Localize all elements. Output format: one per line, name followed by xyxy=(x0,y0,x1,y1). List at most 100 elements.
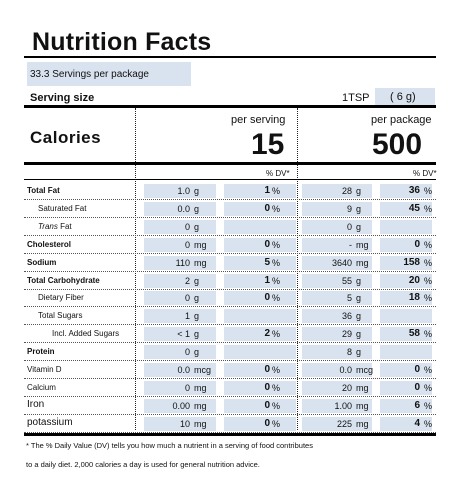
serving-percent-sign: % xyxy=(272,329,281,340)
package-daily-value: 18 xyxy=(408,292,420,304)
serving-amount: 110 xyxy=(175,257,190,268)
package-amount: 0.0 xyxy=(339,365,352,375)
package-percent-sign: % xyxy=(424,400,433,411)
value-cell-background xyxy=(380,219,432,234)
row-divider xyxy=(24,288,436,290)
value-cell-background xyxy=(224,345,296,360)
serving-unit: mg xyxy=(194,418,207,429)
column-divider-right xyxy=(297,108,298,430)
value-cell-background xyxy=(302,219,372,234)
package-unit: mg xyxy=(356,239,369,250)
label-title: Nutrition Facts xyxy=(32,28,212,56)
row-divider xyxy=(24,395,436,397)
package-percent-sign: % xyxy=(424,365,433,375)
serving-daily-value: 1 xyxy=(264,274,270,286)
nutrient-row: Total Carbohydrate 2 g 1% 55 g 20% xyxy=(24,272,436,290)
serving-percent-sign: % xyxy=(272,257,281,268)
package-daily-value: 36 xyxy=(408,185,420,196)
serving-amount: 0.0 xyxy=(177,203,190,214)
nutrient-name: Total Carbohydrate xyxy=(27,275,100,285)
row-divider xyxy=(24,252,436,254)
value-cell-background xyxy=(144,380,216,395)
nutrient-row: Trans Fat 0 g 0 g xyxy=(24,218,436,236)
value-cell-background xyxy=(224,327,296,342)
value-cell-background xyxy=(380,291,432,306)
package-amount: 29 xyxy=(341,329,352,340)
serving-size-grams: ( 6 g) xyxy=(375,88,435,105)
package-percent-sign: % xyxy=(424,418,433,429)
package-unit: g xyxy=(356,347,362,358)
value-cell-background xyxy=(144,184,216,198)
package-amount: 1.00 xyxy=(334,400,352,411)
serving-unit: g xyxy=(194,347,200,358)
serving-size-label: Serving size xyxy=(30,92,95,104)
package-percent-sign: % xyxy=(424,329,433,340)
package-percent-sign: % xyxy=(424,257,433,268)
serving-percent-sign: % xyxy=(272,203,281,214)
value-cell-background xyxy=(380,363,432,377)
serving-unit: mg xyxy=(194,239,207,250)
package-amount: 28 xyxy=(341,186,352,196)
value-cell-background xyxy=(380,380,432,395)
value-cell-background xyxy=(224,309,296,324)
value-cell-background xyxy=(380,201,432,216)
value-cell-background xyxy=(144,201,216,216)
value-cell-background xyxy=(302,398,372,413)
package-unit: g xyxy=(356,311,362,322)
serving-unit: g xyxy=(194,311,200,322)
package-amount: 0 xyxy=(346,221,352,232)
serving-amount: 10 xyxy=(179,418,190,429)
package-unit: mg xyxy=(356,418,369,429)
value-cell-background xyxy=(380,327,432,342)
nutrient-row: Incl. Added Sugars < 1 g 2% 29 g 58% xyxy=(24,325,436,344)
package-daily-value: 0 xyxy=(414,381,420,393)
serving-percent-sign: % xyxy=(272,293,281,304)
serving-amount: 0 xyxy=(184,221,190,232)
serving-percent-sign: % xyxy=(272,382,281,393)
value-cell-background xyxy=(144,416,216,431)
package-daily-value: 158 xyxy=(403,256,420,268)
value-cell-background xyxy=(144,291,216,306)
value-cell-background xyxy=(302,255,372,270)
serving-amount: 0.00 xyxy=(172,400,190,411)
package-amount: 55 xyxy=(341,275,352,286)
value-cell-background xyxy=(224,416,296,431)
serving-amount: 1 xyxy=(184,311,190,322)
package-amount: 20 xyxy=(341,382,352,393)
value-cell-background xyxy=(144,255,216,270)
row-divider xyxy=(24,270,436,272)
row-divider xyxy=(24,378,436,379)
value-cell-background xyxy=(302,327,372,342)
value-cell-background xyxy=(144,219,216,234)
package-percent-sign: % xyxy=(424,186,433,196)
package-percent-sign: % xyxy=(424,239,433,250)
serving-unit: g xyxy=(194,203,200,214)
value-cell-background xyxy=(380,398,432,413)
nutrient-name: Dietary Fiber xyxy=(38,293,84,303)
package-percent-sign: % xyxy=(424,275,433,286)
value-cell-background xyxy=(302,273,372,288)
package-daily-value: 0 xyxy=(414,364,420,375)
footnote-line-1: * The % Daily Value (DV) tells you how m… xyxy=(26,441,313,450)
value-cell-background xyxy=(224,184,296,198)
value-cell-background xyxy=(380,309,432,324)
serving-rule xyxy=(24,105,436,108)
title-rule xyxy=(24,56,436,58)
serving-unit: g xyxy=(194,275,200,286)
package-amount: 5 xyxy=(346,293,352,304)
serving-percent-sign: % xyxy=(272,400,281,411)
value-cell-background xyxy=(302,416,372,431)
package-unit: g xyxy=(356,293,362,304)
serving-unit: g xyxy=(194,293,200,304)
value-cell-background xyxy=(224,398,296,413)
calories-per-package: 500 xyxy=(372,128,423,161)
package-unit: g xyxy=(356,203,362,214)
value-cell-background xyxy=(224,255,296,270)
nutrient-name: Total Sugars xyxy=(38,311,83,321)
per-package-label: per package xyxy=(371,114,432,126)
package-percent-sign: % xyxy=(424,382,433,393)
package-daily-value: 45 xyxy=(408,202,420,214)
value-cell-background xyxy=(144,237,216,252)
value-cell-background xyxy=(380,345,432,360)
value-cell-background xyxy=(302,184,372,198)
